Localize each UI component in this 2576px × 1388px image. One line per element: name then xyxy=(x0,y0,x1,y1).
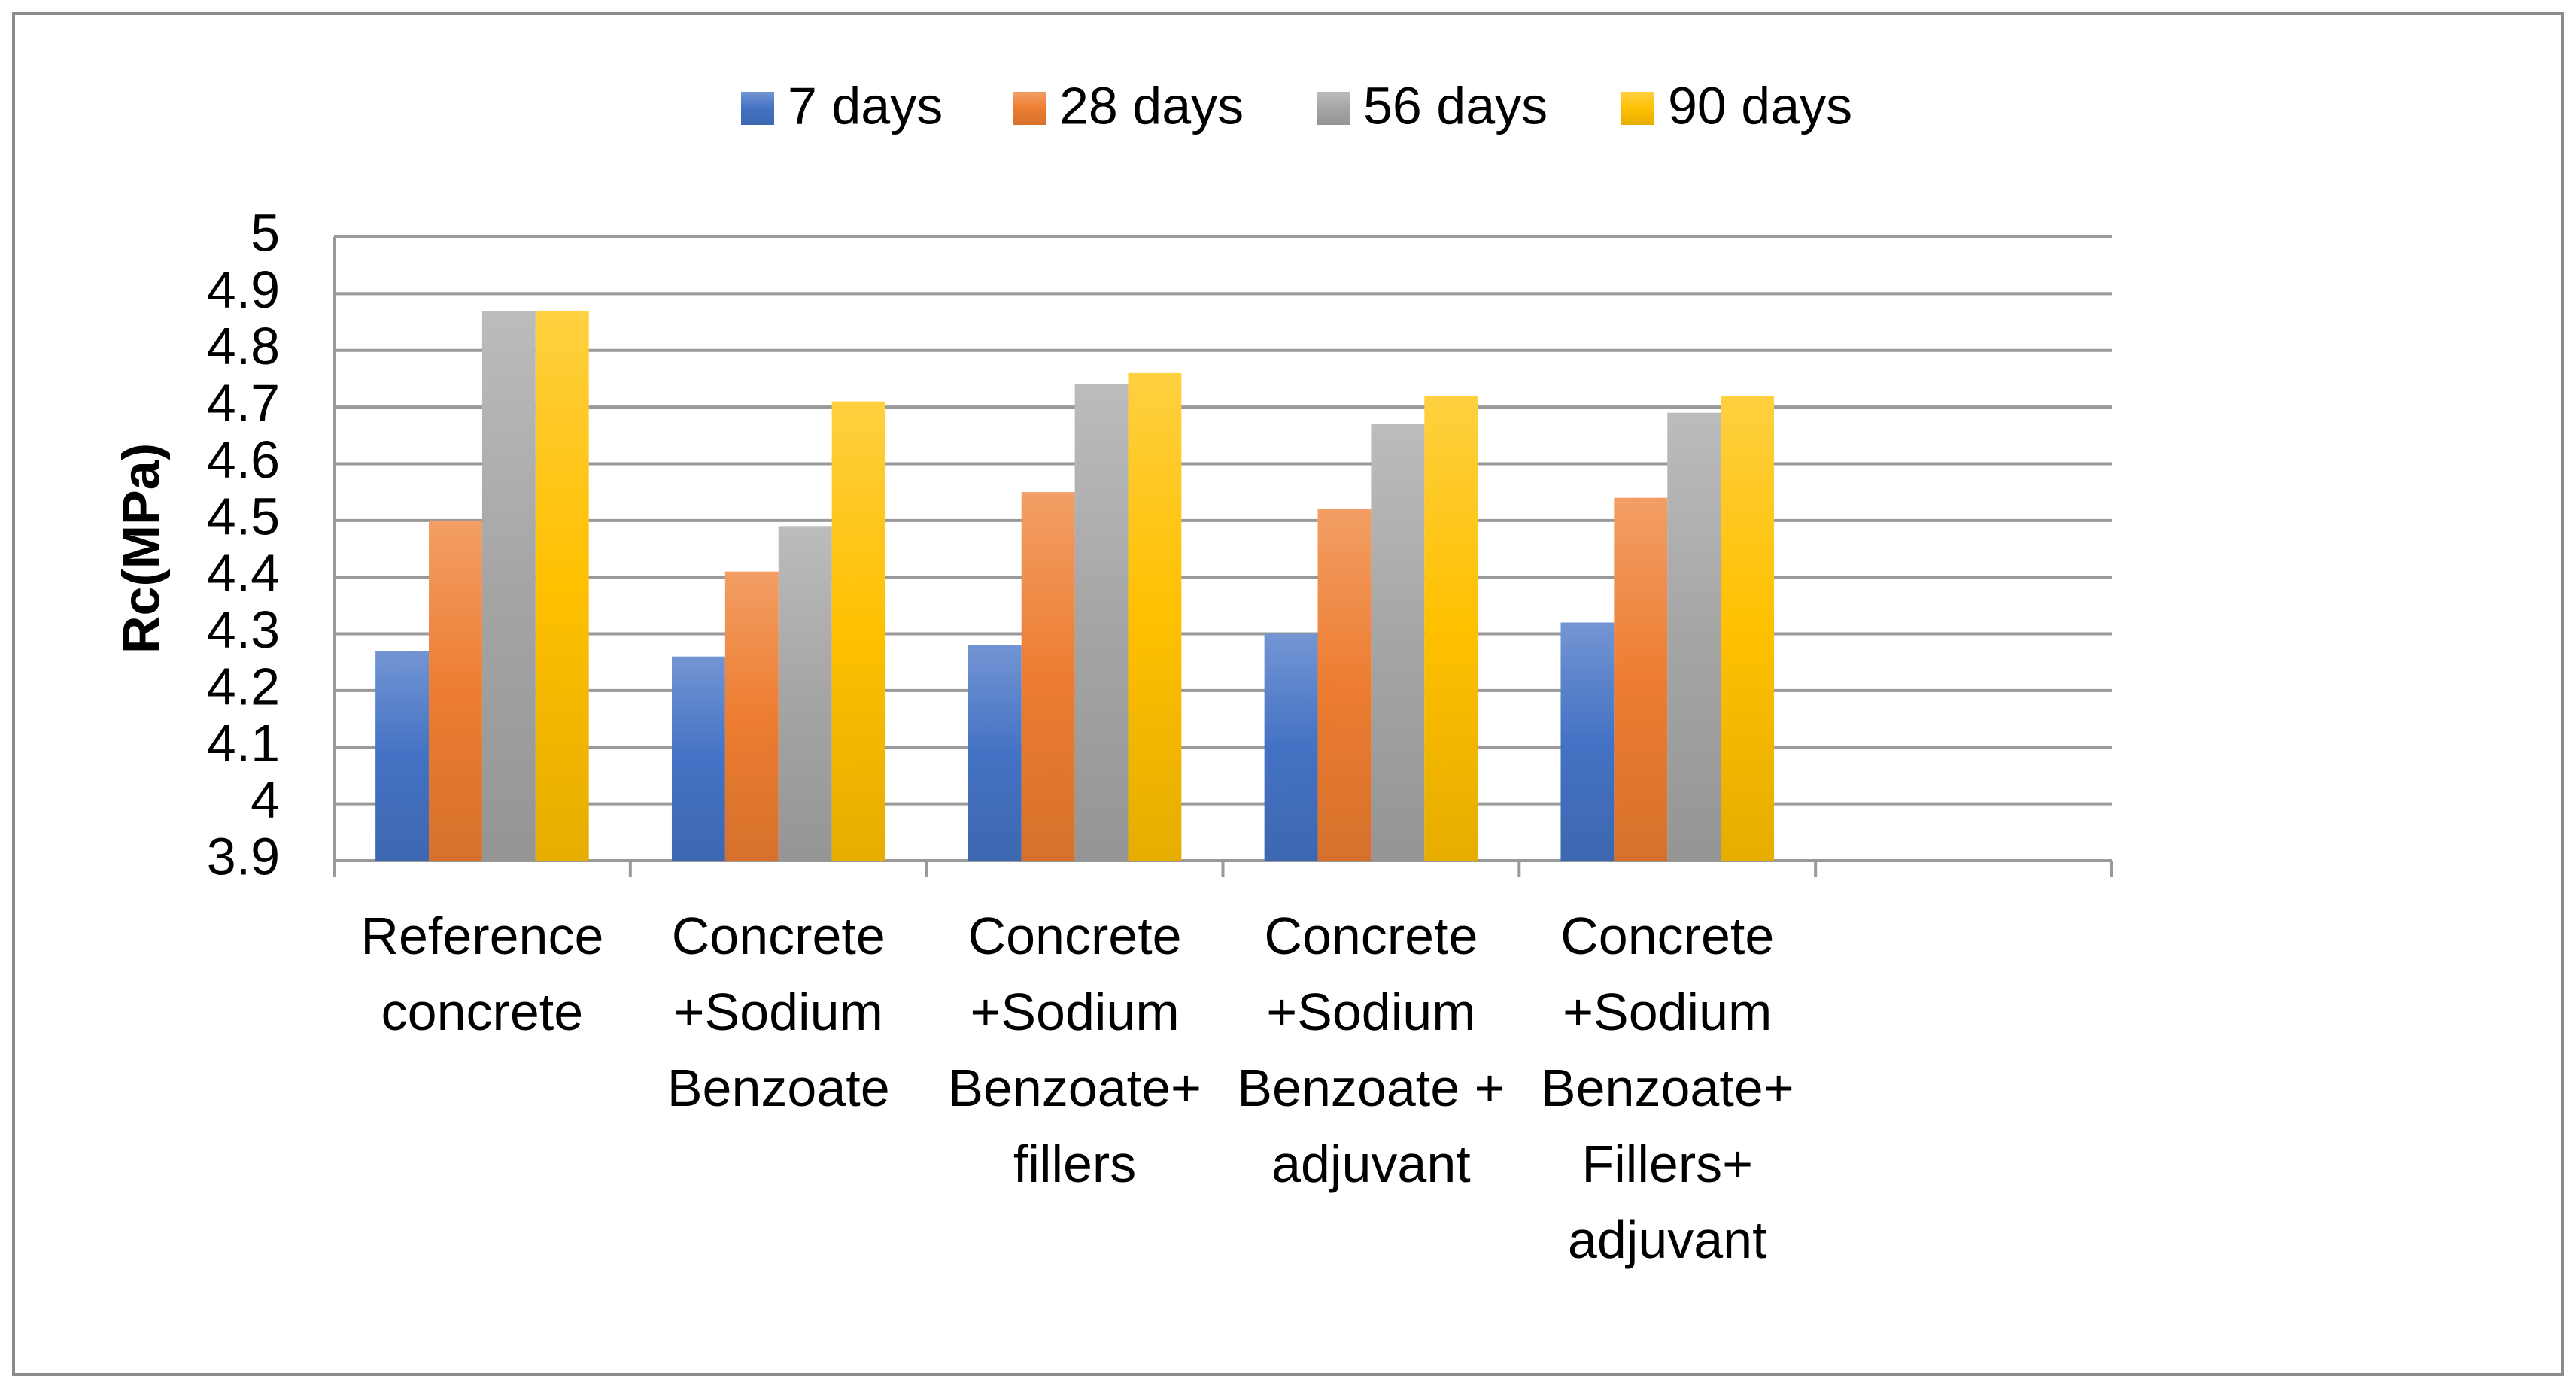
bar xyxy=(968,645,1022,861)
y-tick-label: 4.9 xyxy=(207,260,280,319)
bar xyxy=(1371,424,1425,861)
legend-label: 90 days xyxy=(1668,76,1852,135)
y-tick-label: 4.4 xyxy=(207,544,280,603)
y-tick-label: 4.3 xyxy=(207,600,280,659)
bar xyxy=(671,656,725,861)
y-tick-label: 4.1 xyxy=(207,714,280,773)
y-tick-label: 4.5 xyxy=(207,487,280,545)
legend-label: 7 days xyxy=(788,76,943,135)
y-tick-label: 4.7 xyxy=(207,374,280,433)
y-tick-label: 5 xyxy=(251,203,280,262)
bar xyxy=(778,526,832,861)
y-tick-label: 4 xyxy=(251,770,280,829)
bar xyxy=(1667,412,1721,861)
legend-swatch xyxy=(1317,92,1350,125)
x-tick-label: Concrete +Sodium Benzoate+ fillers xyxy=(948,907,1201,1193)
x-tick-label: Concrete +Sodium Benzoate + adjuvant xyxy=(1237,907,1505,1193)
legend-label: 28 days xyxy=(1059,76,1244,135)
bar xyxy=(375,651,430,861)
x-tick-label: Reference concrete xyxy=(360,907,604,1041)
bar xyxy=(1074,384,1129,861)
y-tick-label: 3.9 xyxy=(207,827,280,885)
bar xyxy=(1721,396,1775,861)
bar xyxy=(1424,396,1478,861)
y-axis-label: Rc(MPa) xyxy=(111,443,170,654)
bar xyxy=(1264,633,1318,861)
bar xyxy=(724,571,779,861)
x-tick-label: Concrete +Sodium Benzoate xyxy=(667,907,890,1117)
bar xyxy=(1560,622,1615,861)
bar xyxy=(1614,497,1668,861)
bar xyxy=(1317,509,1372,861)
bar xyxy=(429,520,482,861)
bar xyxy=(481,310,536,861)
legend-label: 56 days xyxy=(1363,76,1548,135)
legend-swatch xyxy=(1621,92,1654,125)
x-tick-label: Concrete +Sodium Benzoate+ Fillers+ adju… xyxy=(1540,907,1794,1269)
y-tick-label: 4.2 xyxy=(207,657,280,715)
bar xyxy=(1128,372,1182,861)
y-tick-label: 4.6 xyxy=(207,430,280,489)
bar xyxy=(831,401,886,861)
y-tick-label: 4.8 xyxy=(207,317,280,375)
bar xyxy=(1021,492,1075,861)
legend-swatch xyxy=(1013,92,1046,125)
bar xyxy=(535,310,589,861)
legend-swatch xyxy=(741,92,774,125)
